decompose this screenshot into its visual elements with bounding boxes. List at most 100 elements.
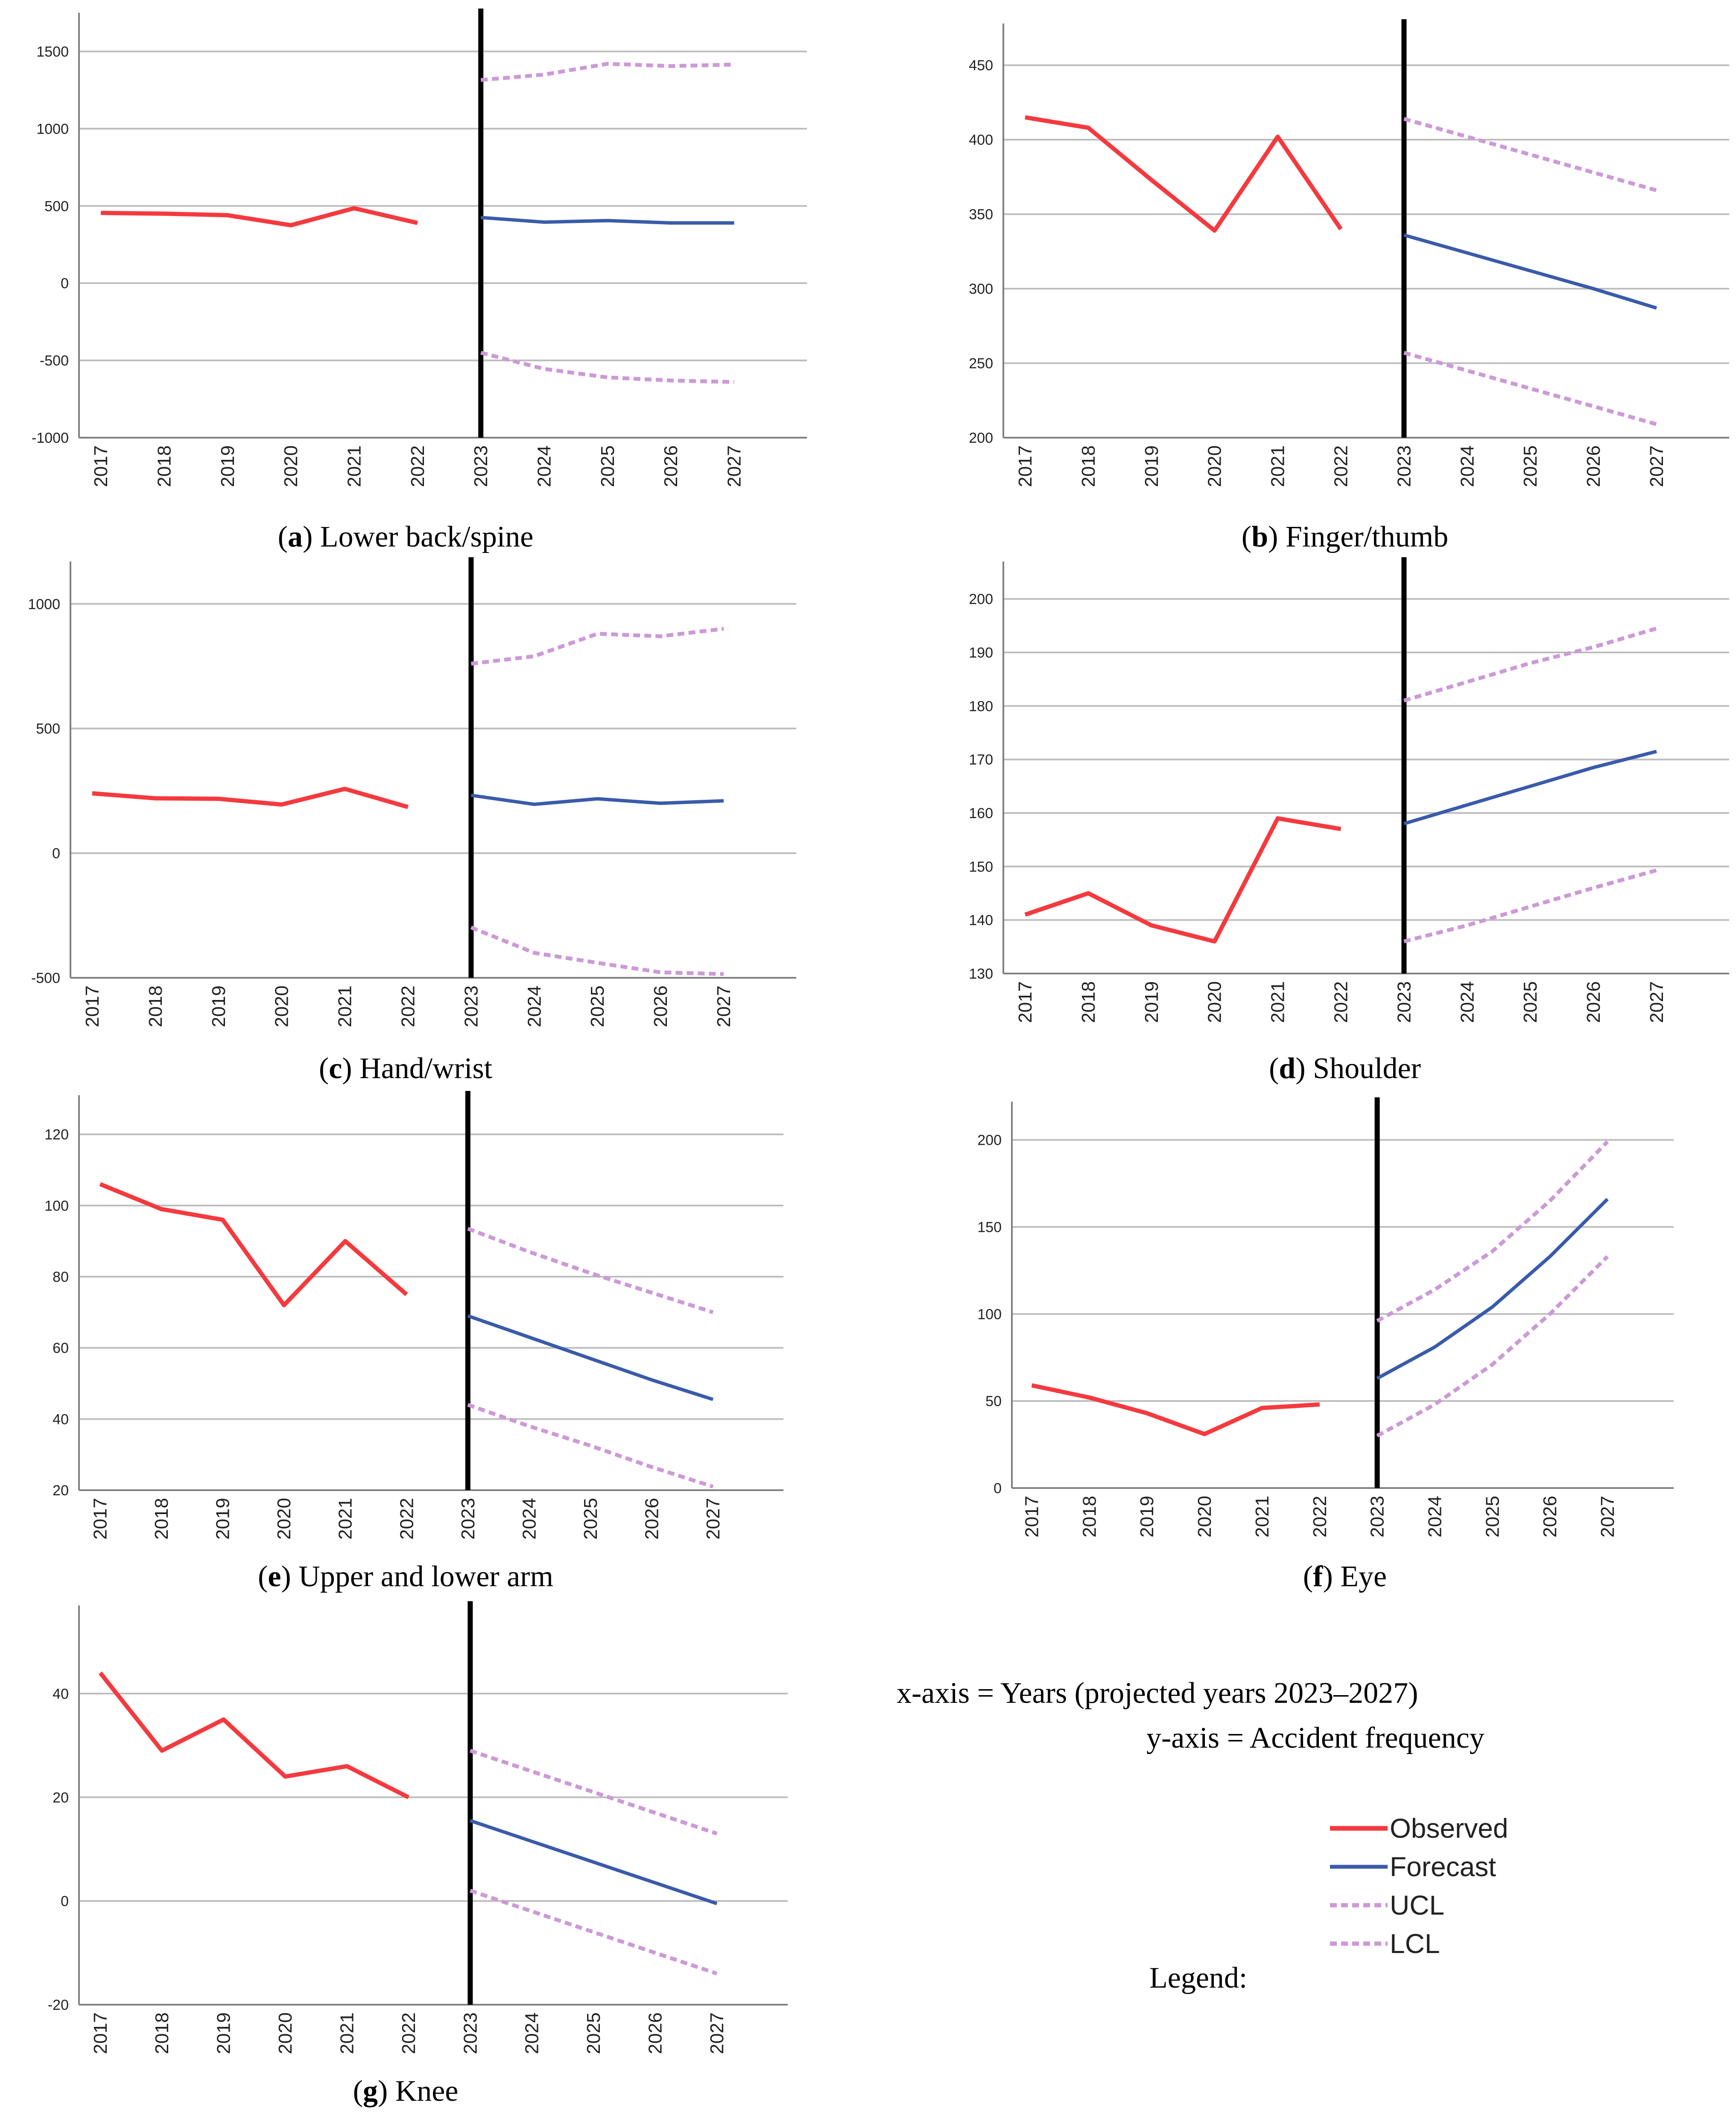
legend-item-forecast: Forecast bbox=[1330, 1851, 1496, 1882]
x-tick-label-e-2025: 2025 bbox=[580, 1498, 601, 1540]
caption-c-title: Hand/wrist bbox=[359, 1052, 493, 1085]
series-line-forecast-g bbox=[470, 1819, 718, 1905]
caption-g-letter: g bbox=[363, 2075, 378, 2108]
x-tick-label-d-2027: 2027 bbox=[1646, 981, 1667, 1023]
series-line-forecast-f bbox=[1376, 1198, 1609, 1380]
x-tick-label-a-2027: 2027 bbox=[724, 445, 745, 487]
x-tick-label-f-2026: 2026 bbox=[1540, 1496, 1561, 1538]
legend-item-observed: Observed bbox=[1330, 1813, 1508, 1844]
chart-panel-g-knee: -20 0 20 40 2017 2018 2019 2020 2021 2022 2023 2024… bbox=[48, 1601, 788, 2054]
y-tick-label-f-0: 0 bbox=[994, 1480, 1002, 1497]
legend: Observed Forecast UCL LCL Legend: bbox=[1149, 1813, 1508, 1994]
y-tick-label-a-0: -1000 bbox=[32, 430, 69, 446]
caption-d-letter: d bbox=[1279, 1052, 1295, 1085]
chart-panel-f-eye: 0 50 100 150 200 2017 2018 2019 2020 2021 2022 2023… bbox=[977, 1097, 1674, 1538]
x-tick-label-g-2026: 2026 bbox=[645, 2012, 666, 2054]
y-tick-label-d-7: 200 bbox=[969, 591, 993, 608]
x-tick-label-a-2022: 2022 bbox=[407, 445, 428, 487]
x-tick-label-e-2020: 2020 bbox=[274, 1498, 295, 1540]
x-tick-label-e-2021: 2021 bbox=[335, 1498, 356, 1540]
x-axis-note: x-axis = Years (projected years 2023–202… bbox=[897, 1677, 1418, 1710]
legend-label-ucl: UCL bbox=[1390, 1890, 1444, 1921]
series-line-forecast-e bbox=[467, 1314, 714, 1401]
series-line-ucl-a bbox=[480, 61, 734, 82]
x-tick-label-a-2021: 2021 bbox=[344, 445, 365, 487]
legend-item-lcl: LCL bbox=[1330, 1928, 1440, 1959]
x-tick-label-b-2017: 2017 bbox=[1015, 445, 1036, 487]
series-line-lcl-c bbox=[470, 925, 724, 976]
x-tick-label-f-2018: 2018 bbox=[1079, 1496, 1100, 1538]
y-tick-label-f-3: 150 bbox=[977, 1219, 1002, 1236]
x-tick-label-c-2022: 2022 bbox=[398, 985, 419, 1027]
y-tick-label-a-3: 500 bbox=[44, 198, 69, 214]
x-tick-label-g-2023: 2023 bbox=[460, 2012, 481, 2054]
x-tick-label-e-2024: 2024 bbox=[519, 1498, 540, 1540]
x-tick-label-c-2023: 2023 bbox=[461, 985, 482, 1027]
y-tick-label-d-4: 170 bbox=[969, 752, 993, 768]
y-tick-label-a-4: 1000 bbox=[36, 121, 69, 137]
y-tick-label-c-3: 1000 bbox=[28, 596, 60, 612]
y-tick-label-b-1: 250 bbox=[969, 356, 993, 372]
series-line-observed-e bbox=[99, 1182, 408, 1307]
x-tick-label-f-2022: 2022 bbox=[1309, 1496, 1330, 1538]
caption-a-letter: a bbox=[288, 520, 303, 553]
series-line-observed-a bbox=[101, 206, 418, 228]
y-tick-label-d-1: 140 bbox=[969, 912, 993, 929]
x-tick-label-c-2019: 2019 bbox=[208, 985, 229, 1027]
legend-item-ucl: UCL bbox=[1330, 1890, 1444, 1921]
x-tick-label-d-2021: 2021 bbox=[1268, 981, 1289, 1023]
x-tick-label-c-2024: 2024 bbox=[524, 985, 545, 1027]
y-tick-label-b-5: 450 bbox=[969, 58, 993, 74]
series-line-observed-g bbox=[98, 1671, 410, 1799]
series-line-lcl-a bbox=[480, 351, 734, 384]
y-tick-label-e-1: 40 bbox=[53, 1411, 69, 1427]
x-tick-label-a-2020: 2020 bbox=[281, 445, 301, 487]
caption-e-letter: e bbox=[268, 1560, 281, 1593]
x-tick-label-c-2026: 2026 bbox=[650, 985, 671, 1027]
x-tick-label-b-2019: 2019 bbox=[1141, 445, 1162, 487]
y-tick-label-d-6: 190 bbox=[969, 645, 993, 661]
y-tick-label-f-4: 200 bbox=[977, 1132, 1002, 1149]
x-tick-label-g-2019: 2019 bbox=[213, 2012, 234, 2054]
y-tick-label-b-4: 400 bbox=[969, 132, 993, 148]
caption-c: (c) Hand/wrist bbox=[319, 1052, 493, 1085]
legend-title: Legend: bbox=[1149, 1962, 1247, 1994]
legend-label-observed: Observed bbox=[1390, 1813, 1508, 1844]
x-tick-label-g-2027: 2027 bbox=[707, 2012, 728, 2054]
y-tick-label-d-3: 160 bbox=[969, 805, 993, 822]
x-tick-label-f-2020: 2020 bbox=[1194, 1496, 1215, 1538]
x-tick-label-e-2022: 2022 bbox=[396, 1498, 417, 1540]
x-tick-label-f-2024: 2024 bbox=[1424, 1496, 1445, 1538]
chart-panel-c-hand-wrist: -500 0 500 1000 2017 2018 2019 2020 2021 2022 2023… bbox=[28, 557, 796, 1027]
series-line-observed-b bbox=[1025, 115, 1343, 233]
x-tick-label-e-2017: 2017 bbox=[90, 1498, 111, 1540]
x-tick-label-d-2017: 2017 bbox=[1015, 981, 1036, 1023]
x-tick-label-g-2020: 2020 bbox=[275, 2012, 296, 2054]
series-line-lcl-e bbox=[467, 1403, 714, 1488]
x-tick-label-g-2022: 2022 bbox=[398, 2012, 419, 2054]
y-tick-label-c-0: -500 bbox=[31, 970, 60, 986]
x-tick-label-d-2025: 2025 bbox=[1520, 981, 1541, 1023]
series-line-observed-d bbox=[1024, 816, 1341, 944]
x-tick-label-a-2024: 2024 bbox=[534, 445, 555, 487]
y-tick-label-g-2: 20 bbox=[53, 1789, 69, 1806]
caption-f: (f) Eye bbox=[1303, 1560, 1387, 1593]
x-tick-label-e-2023: 2023 bbox=[458, 1498, 479, 1540]
caption-d-title: Shoulder bbox=[1313, 1052, 1421, 1085]
x-tick-label-a-2017: 2017 bbox=[91, 445, 111, 487]
caption-f-title: Eye bbox=[1340, 1560, 1387, 1593]
chart-panel-d-shoulder: 130 140 150 160 170 180 190 200 2017 2018 2019 2020… bbox=[969, 557, 1729, 1023]
y-tick-label-a-2: 0 bbox=[61, 275, 69, 292]
chart-panel-a-lower-back-spine: -1000 -500 0 500 1000 1500 2017 2018 2019 2020 202… bbox=[32, 9, 807, 487]
x-tick-label-a-2019: 2019 bbox=[217, 445, 238, 487]
x-tick-label-d-2022: 2022 bbox=[1331, 981, 1352, 1023]
y-tick-label-a-1: -500 bbox=[40, 353, 69, 369]
legend-label-forecast: Forecast bbox=[1390, 1851, 1496, 1882]
series-line-ucl-g bbox=[469, 1749, 718, 1836]
series-line-forecast-d bbox=[1403, 750, 1657, 825]
x-tick-label-c-2017: 2017 bbox=[82, 985, 103, 1027]
x-tick-label-a-2023: 2023 bbox=[471, 445, 491, 487]
y-tick-label-e-3: 80 bbox=[53, 1269, 69, 1285]
x-tick-label-d-2018: 2018 bbox=[1078, 981, 1099, 1023]
